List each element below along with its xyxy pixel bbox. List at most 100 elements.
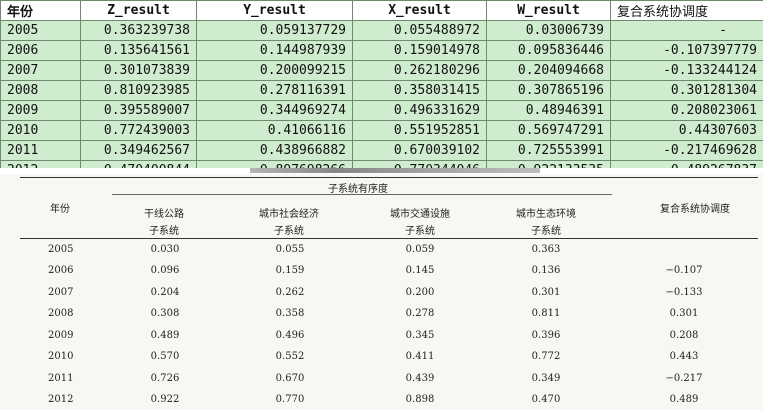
cell-coord: 0.489 <box>669 394 699 405</box>
subheader-transport-line1: 城市交通设施 <box>390 209 450 220</box>
cell[interactable]: 0.438966882 <box>196 140 353 161</box>
cell[interactable]: 0.159014978 <box>352 40 487 61</box>
table-row: 2011 0.349462567 0.438966882 0.670039102… <box>0 140 763 161</box>
table-row: 2008 0.810923985 0.278116391 0.358031415… <box>0 80 763 101</box>
table-row: 2010 0.772439003 0.41066116 0.551952851 … <box>0 120 763 141</box>
cell-coord: −0.133 <box>665 287 703 298</box>
cell[interactable]: 0.569747291 <box>486 120 611 141</box>
cell[interactable]: 0.358031415 <box>352 80 487 101</box>
cell-ecology: 0.363 <box>531 244 561 255</box>
row-year: 2008 <box>48 308 74 319</box>
cell-transport: 0.439 <box>405 373 435 384</box>
cell[interactable]: 0.551952851 <box>352 120 487 141</box>
cell-economy: 0.552 <box>275 351 305 362</box>
cell[interactable]: 0.135641561 <box>80 40 197 61</box>
cell-ecology: 0.396 <box>531 330 561 341</box>
table-header-row: 年份 Z_result Y_result X_result W_result 复… <box>0 0 763 21</box>
cell[interactable]: 0.44307603 <box>610 120 763 141</box>
cell[interactable]: 0.725553991 <box>486 140 611 161</box>
header-bottom-rule <box>20 238 758 239</box>
cell[interactable]: 0.301281304 <box>610 80 763 101</box>
cell[interactable]: 0.03006739 <box>486 20 611 41</box>
cell-ecology: 0.772 <box>531 351 561 362</box>
header-w-result[interactable]: W_result <box>486 0 611 21</box>
cell[interactable]: 0.496331629 <box>352 100 487 121</box>
cell[interactable]: 0.262180296 <box>352 60 487 81</box>
cell-economy: 0.055 <box>275 244 305 255</box>
header-coordination[interactable]: 复合系统协调度 <box>610 0 763 21</box>
col-year-header: 年份 <box>50 204 70 215</box>
cell[interactable]: 2005 <box>0 20 81 41</box>
cell[interactable]: 2011 <box>0 140 81 161</box>
cell[interactable]: 0.344969274 <box>196 100 353 121</box>
cell[interactable]: 0.349462567 <box>80 140 197 161</box>
row-year: 2011 <box>48 373 74 384</box>
cell-economy: 0.358 <box>275 308 305 319</box>
cell[interactable]: -0.107397779 <box>610 40 763 61</box>
cell[interactable]: 0.200099215 <box>196 60 353 81</box>
subheader-economy-line2: 子系统 <box>274 226 304 237</box>
cell[interactable]: 0.144987939 <box>196 40 353 61</box>
cell-ecology: 0.470 <box>531 394 561 405</box>
cell[interactable]: 2006 <box>0 40 81 61</box>
cell-transport: 0.145 <box>405 265 435 276</box>
group-header-rule <box>112 194 612 195</box>
table-row: 2006 0.135641561 0.144987939 0.159014978… <box>0 40 763 61</box>
cell-economy: 0.159 <box>275 265 305 276</box>
subheader-ecology-line2: 子系统 <box>531 226 561 237</box>
cell-highway: 0.726 <box>150 373 180 384</box>
cell[interactable]: 0.278116391 <box>196 80 353 101</box>
cell-coord: 0.301 <box>669 308 699 319</box>
subheader-ecology-line1: 城市生态环境 <box>516 209 576 220</box>
cell-highway: 0.030 <box>150 244 180 255</box>
subheader-economy-line1: 城市社会经济 <box>259 209 319 220</box>
header-z-result[interactable]: Z_result <box>80 0 197 21</box>
cell-ecology: 0.301 <box>531 287 561 298</box>
cell-highway: 0.096 <box>150 265 180 276</box>
cell[interactable]: 2007 <box>0 60 81 81</box>
row-year: 2009 <box>48 330 74 341</box>
row-year: 2005 <box>48 244 74 255</box>
cell-economy: 0.770 <box>275 394 305 405</box>
scanned-paper-table: 子系统有序度 年份 复合系统协调度 干线公路 子系统 城市社会经济 子系统 城市… <box>0 174 763 410</box>
cell[interactable]: - <box>610 20 763 41</box>
cell[interactable]: 0.307865196 <box>486 80 611 101</box>
cell[interactable]: 0.301073839 <box>80 60 197 81</box>
cell[interactable]: 0.204094668 <box>486 60 611 81</box>
group-header: 子系统有序度 <box>328 184 388 195</box>
cell-ecology: 0.811 <box>531 308 561 319</box>
cell[interactable]: 0.055488972 <box>352 20 487 41</box>
cell[interactable]: 0.772439003 <box>80 120 197 141</box>
cell[interactable]: -0.133244124 <box>610 60 763 81</box>
cell[interactable]: 0.095836446 <box>486 40 611 61</box>
cell-ecology: 0.349 <box>531 373 561 384</box>
cell-transport: 0.200 <box>405 287 435 298</box>
header-y-result[interactable]: Y_result <box>196 0 353 21</box>
subheader-highway-line1: 干线公路 <box>144 209 184 220</box>
cell-highway: 0.922 <box>150 394 180 405</box>
cell-coord: 0.208 <box>669 330 699 341</box>
cell[interactable]: 0.059137729 <box>196 20 353 41</box>
cell[interactable]: -0.217469628 <box>610 140 763 161</box>
header-year[interactable]: 年份 <box>0 0 81 21</box>
spreadsheet-region: 年份 Z_result Y_result X_result W_result 复… <box>0 0 763 181</box>
cell-transport: 0.059 <box>405 244 435 255</box>
row-year: 2006 <box>48 265 74 276</box>
row-year: 2012 <box>48 394 74 405</box>
cell-economy: 0.670 <box>275 373 305 384</box>
cell[interactable]: 0.395589007 <box>80 100 197 121</box>
cell[interactable]: 0.670039102 <box>352 140 487 161</box>
image-seam <box>0 168 763 174</box>
cell-coord: −0.217 <box>665 373 703 384</box>
cell[interactable]: 0.363239738 <box>80 20 197 41</box>
cell[interactable]: 0.810923985 <box>80 80 197 101</box>
cell[interactable]: 0.208023061 <box>610 100 763 121</box>
cell[interactable]: 2009 <box>0 100 81 121</box>
cell[interactable]: 0.41066116 <box>196 120 353 141</box>
cell[interactable]: 0.48946391 <box>486 100 611 121</box>
cell[interactable]: 2010 <box>0 120 81 141</box>
header-x-result[interactable]: X_result <box>352 0 487 21</box>
cell[interactable]: 2008 <box>0 80 81 101</box>
cell-economy: 0.496 <box>275 330 305 341</box>
cell-transport: 0.898 <box>405 394 435 405</box>
